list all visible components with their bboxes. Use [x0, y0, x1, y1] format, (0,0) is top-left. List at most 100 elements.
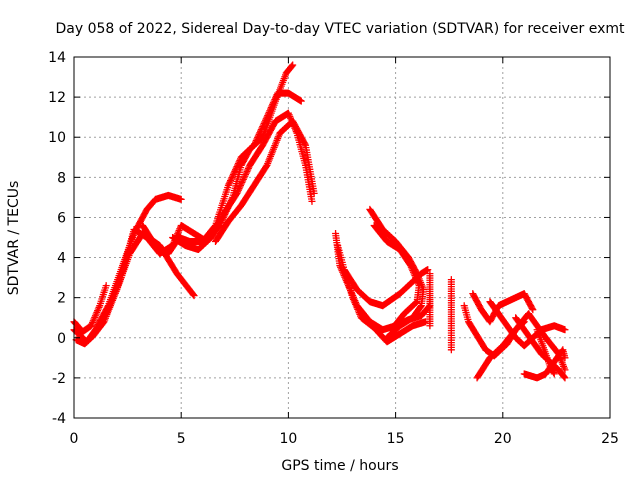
data-point	[414, 278, 422, 286]
data-point	[254, 133, 262, 141]
y-tick-label: 2	[57, 291, 66, 307]
series-arc-13	[426, 270, 434, 330]
data-point	[383, 334, 391, 342]
data-point	[264, 110, 272, 118]
data-point	[354, 305, 362, 313]
x-axis-label: GPS time / hours	[281, 458, 398, 474]
series-arc-21	[533, 326, 558, 378]
x-tick-label: 15	[387, 431, 405, 447]
series-arc-14	[447, 276, 455, 354]
data-point	[410, 270, 418, 278]
data-point	[239, 175, 247, 183]
data-point	[354, 307, 362, 315]
y-tick-label: 6	[57, 210, 66, 226]
data-point	[258, 124, 266, 132]
data-point	[561, 326, 569, 334]
data-point	[255, 130, 263, 138]
data-point	[408, 265, 416, 273]
data-point	[550, 369, 558, 377]
data-point	[229, 170, 237, 178]
y-tick-label: 8	[57, 170, 66, 186]
data-point	[353, 304, 361, 312]
data-point	[529, 306, 537, 314]
series-arc-12	[370, 221, 423, 334]
data-point	[237, 180, 245, 188]
data-point	[233, 163, 241, 171]
data-point	[561, 366, 569, 374]
data-point	[447, 346, 455, 354]
data-point	[259, 121, 267, 129]
data-point	[297, 97, 305, 105]
data-point	[301, 140, 309, 148]
data-point	[243, 168, 251, 176]
data-point	[528, 304, 536, 312]
data-point	[95, 303, 103, 311]
data-point	[91, 313, 99, 321]
data-point	[349, 294, 357, 302]
data-point	[102, 282, 110, 290]
data-point	[224, 181, 232, 189]
data-point	[234, 188, 242, 196]
data-point	[239, 177, 247, 185]
data-point	[252, 138, 260, 146]
data-point	[91, 312, 99, 320]
data-point	[286, 112, 294, 120]
data-point	[352, 302, 360, 310]
data-point	[411, 272, 419, 280]
data-point	[407, 263, 415, 271]
data-point	[356, 310, 364, 318]
data-point	[174, 228, 182, 236]
y-axis-label: SDTVAR / TECUs	[6, 181, 22, 296]
y-tick-label: 12	[48, 90, 66, 106]
data-point	[260, 119, 268, 127]
data-point	[387, 326, 395, 334]
data-point	[93, 308, 101, 316]
data-point	[269, 100, 277, 108]
data-point	[384, 332, 392, 340]
data-point	[413, 277, 421, 285]
data-point	[350, 297, 358, 305]
data-point	[355, 309, 363, 317]
data-point	[424, 266, 432, 274]
data-point	[268, 102, 276, 110]
data-point	[235, 158, 243, 166]
y-tick-label: 10	[48, 130, 66, 146]
data-point	[388, 325, 396, 333]
data-point	[231, 167, 239, 175]
data-point	[407, 262, 415, 270]
data-point	[265, 108, 273, 116]
data-point	[308, 197, 316, 205]
data-point	[190, 292, 198, 300]
data-point	[175, 226, 183, 234]
data-point	[409, 268, 417, 276]
data-point	[267, 104, 275, 112]
data-point	[270, 97, 278, 105]
data-point	[426, 322, 434, 330]
axis-ticks	[73, 56, 611, 419]
x-tick-label: 10	[279, 431, 297, 447]
data-point	[261, 118, 269, 126]
data-point	[90, 315, 98, 323]
series-arc-6	[169, 109, 316, 254]
data-point	[284, 109, 292, 117]
data-point	[310, 189, 318, 197]
data-point	[89, 318, 97, 326]
data-point	[227, 175, 235, 183]
data-point	[230, 169, 238, 177]
data-point	[240, 174, 248, 182]
data-point	[229, 172, 237, 180]
data-point	[241, 172, 249, 180]
data-point	[87, 322, 95, 330]
chart-title: Day 058 of 2022, Sidereal Day-to-day VTE…	[56, 21, 626, 37]
data-point	[244, 166, 252, 174]
data-point	[236, 183, 244, 191]
data-point	[257, 127, 265, 135]
data-point	[352, 300, 360, 308]
data-point	[561, 354, 569, 362]
data-point	[234, 186, 242, 194]
data-point	[189, 291, 197, 299]
data-point	[227, 177, 235, 185]
data-point	[285, 111, 293, 119]
data-point	[266, 107, 274, 115]
